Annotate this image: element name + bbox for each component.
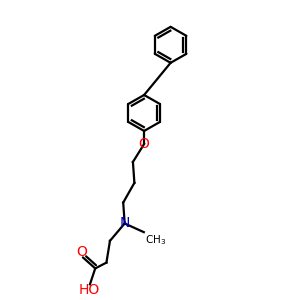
- Text: O: O: [76, 245, 87, 259]
- Text: N: N: [119, 217, 130, 230]
- Text: HO: HO: [79, 283, 100, 297]
- Text: O: O: [139, 137, 149, 151]
- Text: CH$_3$: CH$_3$: [145, 234, 166, 248]
